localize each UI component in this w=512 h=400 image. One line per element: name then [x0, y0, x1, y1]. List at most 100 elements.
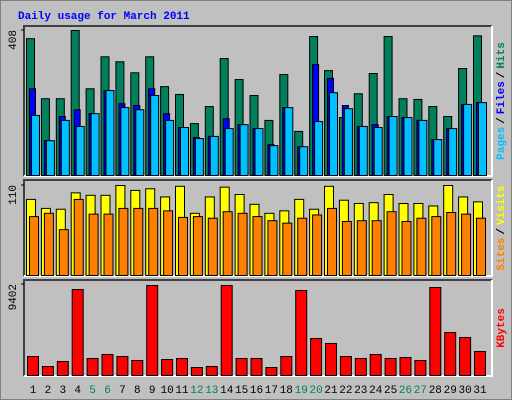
bar	[312, 214, 323, 276]
x-tick-label: 28	[429, 385, 442, 397]
x-tick-label: 2	[45, 385, 52, 397]
legend-entry: Files	[496, 81, 508, 114]
x-tick-label: 11	[175, 385, 189, 397]
bar	[60, 119, 70, 176]
x-tick-label: 25	[384, 385, 397, 397]
bar	[459, 336, 472, 377]
bar	[403, 117, 413, 176]
bar	[161, 359, 174, 376]
bar	[88, 213, 99, 277]
bar	[446, 212, 457, 276]
bar	[461, 213, 472, 277]
bar	[90, 113, 100, 176]
bar	[148, 207, 159, 276]
bar	[444, 331, 457, 377]
panel-border-dark	[23, 179, 492, 276]
x-tick-label: 24	[369, 385, 383, 397]
y-tick-label: 408	[8, 30, 20, 50]
bar	[310, 337, 323, 377]
bar	[371, 220, 382, 277]
bar	[207, 217, 218, 277]
x-tick-label: 1	[30, 385, 37, 397]
bar	[205, 365, 218, 376]
x-tick-label: 27	[414, 385, 427, 397]
bar	[133, 207, 144, 276]
bar	[325, 342, 337, 377]
legend-separator: /	[496, 117, 508, 124]
x-tick-label: 8	[134, 385, 141, 397]
bar	[327, 207, 337, 276]
bar	[41, 365, 54, 376]
bar	[399, 356, 412, 376]
bar	[254, 128, 264, 177]
bar	[194, 138, 204, 176]
x-tick-label: 20	[309, 385, 322, 397]
bar	[343, 108, 353, 176]
bar	[429, 286, 442, 377]
bar	[431, 216, 442, 277]
x-tick-label: 13	[205, 385, 218, 397]
x-tick-label: 4	[74, 385, 81, 397]
bar	[297, 217, 308, 277]
bar	[295, 290, 308, 376]
x-tick-label: 10	[160, 385, 173, 397]
chart-title: Daily usage for March 2011	[18, 11, 190, 23]
bar	[71, 288, 84, 377]
x-tick-label: 7	[119, 385, 126, 397]
bar	[373, 127, 383, 176]
bar	[131, 359, 144, 376]
bar	[146, 284, 159, 377]
y-tick-label: 9402	[8, 284, 20, 310]
x-tick-label: 6	[104, 385, 111, 397]
bar	[314, 120, 324, 176]
x-tick-label: 26	[399, 385, 412, 397]
bar	[418, 119, 428, 176]
bar	[280, 355, 293, 376]
bar	[75, 125, 85, 176]
x-tick-label: 22	[339, 385, 352, 397]
x-tick-label: 15	[235, 385, 248, 397]
bar	[150, 95, 160, 176]
bar	[43, 212, 54, 276]
bar	[103, 213, 114, 277]
bar	[27, 355, 39, 376]
panel-border-dark	[23, 25, 492, 176]
bar	[58, 229, 69, 277]
bar	[165, 119, 175, 176]
bar	[354, 357, 367, 376]
x-tick-label: 3	[59, 385, 66, 397]
bar	[356, 220, 367, 277]
bar	[401, 221, 412, 276]
bar	[341, 221, 352, 276]
bar	[178, 216, 188, 276]
bar	[265, 367, 278, 376]
x-tick-label: 12	[190, 385, 203, 397]
legend-separator: /	[496, 71, 508, 78]
bar	[250, 357, 263, 376]
x-tick-label: 31	[473, 385, 487, 397]
bar	[476, 217, 486, 277]
x-tick-label: 19	[295, 385, 308, 397]
legend-separator: /	[496, 228, 508, 235]
legend-entry: Visits	[496, 185, 508, 225]
bar	[135, 109, 145, 176]
bar	[118, 207, 129, 276]
bar	[474, 350, 486, 376]
x-tick-label: 17	[265, 385, 278, 397]
bar	[299, 146, 309, 177]
y-tick-label: 110	[8, 185, 20, 205]
bar	[176, 357, 188, 376]
bar	[369, 353, 382, 376]
x-tick-label: 21	[324, 385, 338, 397]
bar	[384, 357, 397, 376]
bar	[284, 107, 294, 176]
bar	[448, 128, 458, 177]
bar	[463, 103, 473, 176]
bar	[358, 125, 368, 176]
bar	[105, 90, 115, 176]
bar	[237, 212, 248, 276]
bar	[267, 220, 278, 277]
bar	[192, 216, 203, 277]
x-tick-label: 23	[354, 385, 367, 397]
